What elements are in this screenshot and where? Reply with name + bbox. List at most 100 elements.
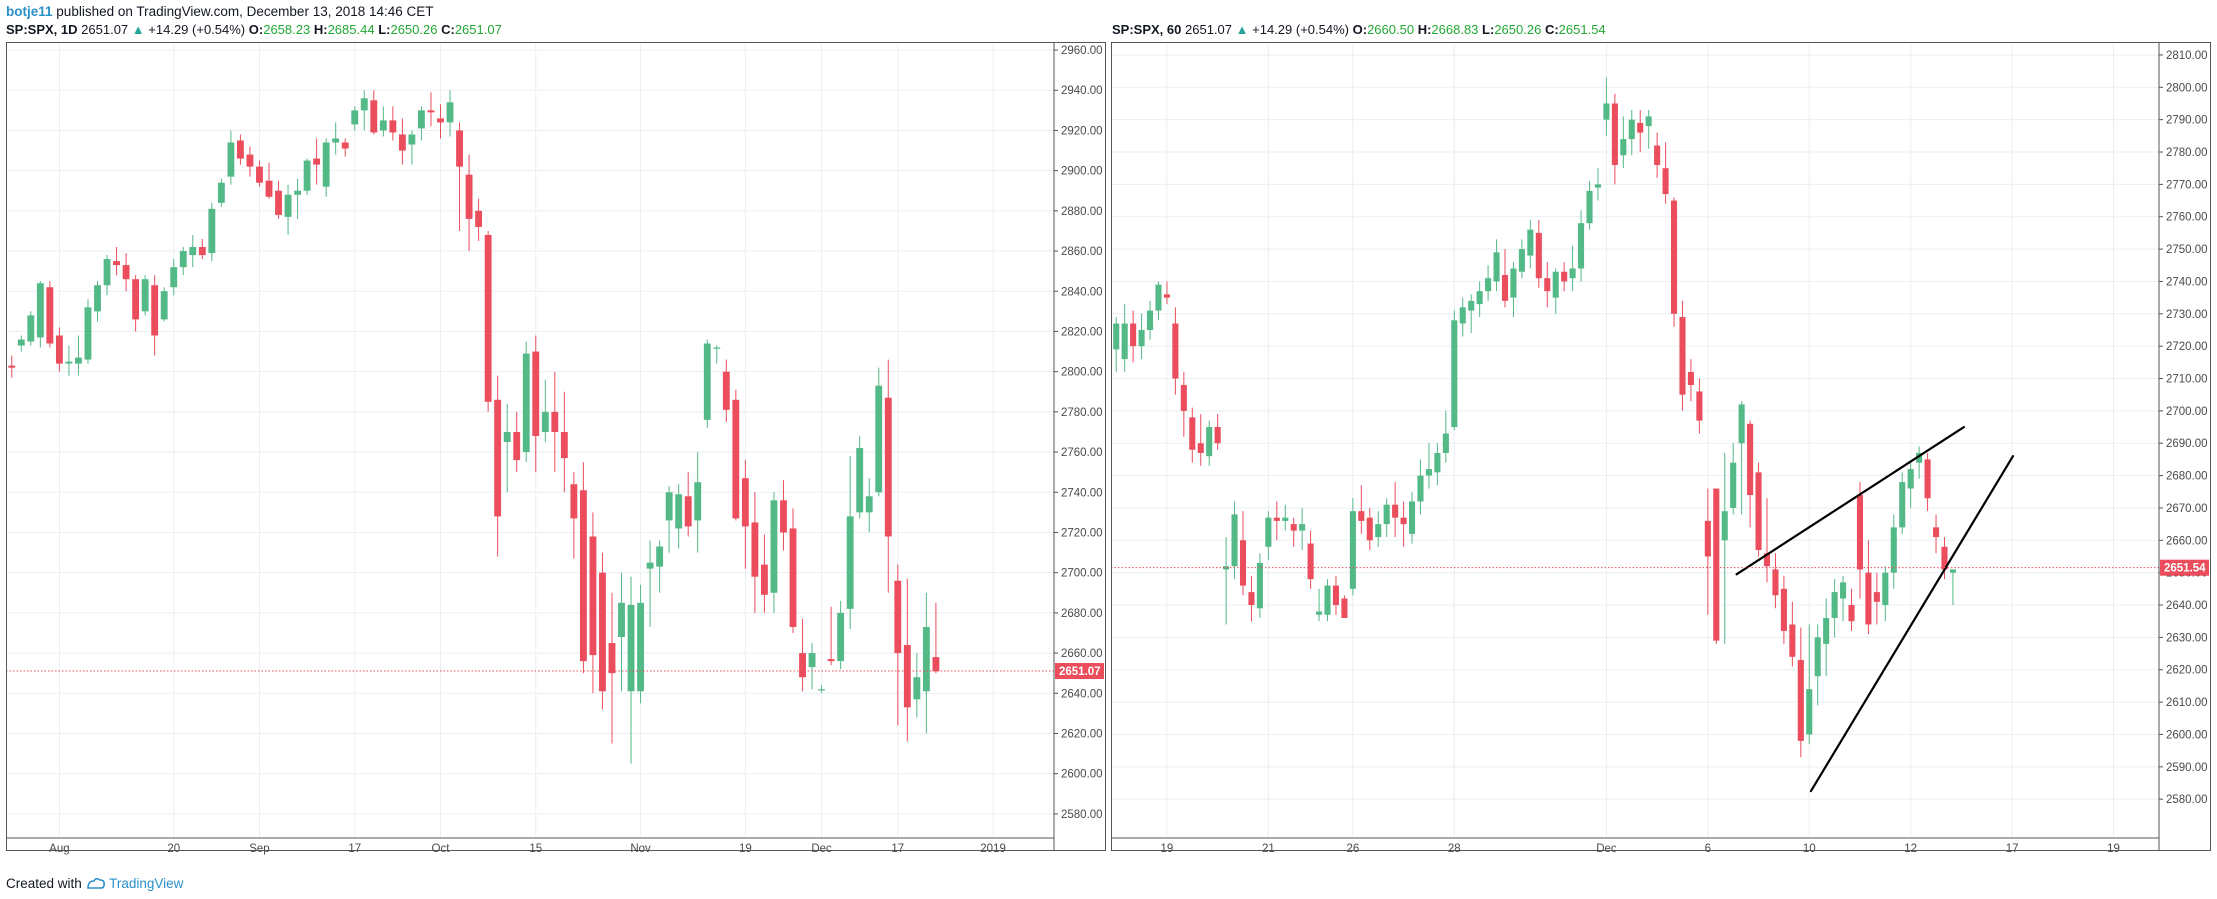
candle-body[interactable] <box>465 174 473 219</box>
candle-body[interactable] <box>1848 605 1855 622</box>
candle-body[interactable] <box>1738 404 1745 444</box>
daily-candlestick-chart[interactable]: 2580.00 2600.00 2620.00 2640.00 2660.00 2680.… <box>6 42 1106 864</box>
candle-body[interactable] <box>722 371 730 410</box>
candle-body[interactable] <box>217 182 225 203</box>
candle-body[interactable] <box>84 307 92 360</box>
candle-body[interactable] <box>456 130 463 167</box>
candle-body[interactable] <box>1155 284 1162 311</box>
candle-body[interactable] <box>1223 566 1230 570</box>
candle-body[interactable] <box>1687 372 1694 385</box>
candle-body[interactable] <box>1628 119 1635 140</box>
candle-body[interactable] <box>1873 592 1880 602</box>
candle-body[interactable] <box>1890 527 1897 573</box>
candle-body[interactable] <box>1197 443 1204 453</box>
candle-body[interactable] <box>856 448 864 513</box>
candle-body[interactable] <box>75 357 82 364</box>
candle-body[interactable] <box>618 602 625 637</box>
left-symbol[interactable]: SP:SPX, 1D <box>6 22 78 37</box>
candle-body[interactable] <box>1408 501 1416 534</box>
candle-body[interactable] <box>1214 427 1221 444</box>
candle-body[interactable] <box>1468 300 1475 311</box>
candle-body[interactable] <box>284 194 292 217</box>
candle-body[interactable] <box>256 166 263 183</box>
candle-body[interactable] <box>370 100 378 133</box>
candle-body[interactable] <box>36 283 44 338</box>
candle-body[interactable] <box>1282 517 1289 521</box>
candle-body[interactable] <box>1831 592 1838 618</box>
candle-body[interactable] <box>1932 527 1940 538</box>
candle-body[interactable] <box>1527 229 1534 256</box>
candle-body[interactable] <box>8 365 16 368</box>
candle-body[interactable] <box>360 98 368 111</box>
candle-body[interactable] <box>227 142 235 177</box>
candle-body[interactable] <box>1434 452 1441 473</box>
candle-body[interactable] <box>541 411 549 432</box>
candle-body[interactable] <box>684 496 692 527</box>
candle-body[interactable] <box>599 572 606 692</box>
candle-body[interactable] <box>46 287 54 344</box>
candle-body[interactable] <box>560 431 568 459</box>
candle-body[interactable] <box>751 522 759 577</box>
candle-body[interactable] <box>818 689 826 691</box>
candle-body[interactable] <box>1493 252 1500 282</box>
candle-body[interactable] <box>656 546 664 567</box>
candle-body[interactable] <box>151 285 159 336</box>
candle-body[interactable] <box>1146 310 1154 330</box>
candle-body[interactable] <box>179 251 187 268</box>
candle-body[interactable] <box>1189 417 1196 450</box>
candle-body[interactable] <box>837 612 845 662</box>
candle-body[interactable] <box>246 154 254 167</box>
hourly-candlestick-chart[interactable]: 2580.00 2590.00 2600.00 2610.00 2620.00 2630.… <box>1111 42 2211 864</box>
candle-body[interactable] <box>1882 572 1889 606</box>
author-link[interactable]: botje11 <box>6 4 53 19</box>
candle-body[interactable] <box>322 142 330 187</box>
candle-body[interactable] <box>1299 524 1306 531</box>
candle-body[interactable] <box>418 110 425 129</box>
candle-body[interactable] <box>494 399 502 517</box>
candle-body[interactable] <box>637 602 644 692</box>
candle-body[interactable] <box>1358 511 1365 521</box>
candle-body[interactable] <box>1501 274 1509 301</box>
candle-body[interactable] <box>703 343 711 420</box>
candle-body[interactable] <box>55 335 63 364</box>
candle-body[interactable] <box>589 536 597 656</box>
candle-body[interactable] <box>1400 517 1407 525</box>
candle-body[interactable] <box>1239 540 1247 586</box>
tradingview-link[interactable]: TradingView <box>109 876 184 891</box>
candle-body[interactable] <box>532 351 540 436</box>
candle-body[interactable] <box>1130 323 1137 347</box>
candle-body[interactable] <box>1611 103 1618 165</box>
candle-body[interactable] <box>198 247 206 256</box>
candle-body[interactable] <box>1780 588 1787 631</box>
candle-body[interactable] <box>522 353 530 453</box>
candle-body[interactable] <box>1206 427 1213 457</box>
candle-body[interactable] <box>608 643 616 674</box>
candle-body[interactable] <box>113 261 120 266</box>
trendline[interactable] <box>1735 425 1966 576</box>
candle-body[interactable] <box>1578 223 1585 269</box>
candle-body[interactable] <box>1163 294 1170 298</box>
candle-body[interactable] <box>132 279 140 320</box>
candle-body[interactable] <box>1256 562 1263 609</box>
candle-body[interactable] <box>913 677 921 700</box>
candle-body[interactable] <box>1485 278 1492 292</box>
candle-body[interactable] <box>903 645 911 708</box>
candle-body[interactable] <box>1654 145 1661 165</box>
candle-body[interactable] <box>1172 323 1179 379</box>
candle-body[interactable] <box>1840 582 1847 599</box>
candle-body[interactable] <box>446 102 454 123</box>
candle-body[interactable] <box>313 158 321 165</box>
candle-body[interactable] <box>808 653 816 668</box>
candle-body[interactable] <box>932 657 940 672</box>
candle-body[interactable] <box>1679 317 1686 395</box>
candle-body[interactable] <box>484 234 492 402</box>
candle-body[interactable] <box>1721 511 1728 541</box>
candle-body[interactable] <box>17 339 25 346</box>
candle-body[interactable] <box>1476 291 1483 305</box>
candle-body[interactable] <box>379 120 387 131</box>
candle-body[interactable] <box>1662 168 1669 195</box>
candle-body[interactable] <box>475 210 483 227</box>
candle-body[interactable] <box>160 291 168 320</box>
candle-body[interactable] <box>275 190 282 215</box>
candle-body[interactable] <box>1907 469 1914 489</box>
